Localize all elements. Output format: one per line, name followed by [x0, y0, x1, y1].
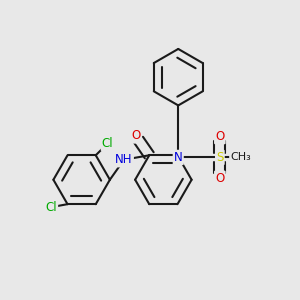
- Text: CH₃: CH₃: [230, 152, 251, 162]
- Text: O: O: [215, 130, 224, 143]
- Text: NH: NH: [115, 153, 133, 166]
- Text: O: O: [131, 129, 140, 142]
- Text: N: N: [174, 151, 183, 164]
- Text: S: S: [216, 151, 224, 164]
- Text: Cl: Cl: [102, 137, 113, 150]
- Text: Cl: Cl: [45, 201, 57, 214]
- Text: O: O: [215, 172, 224, 185]
